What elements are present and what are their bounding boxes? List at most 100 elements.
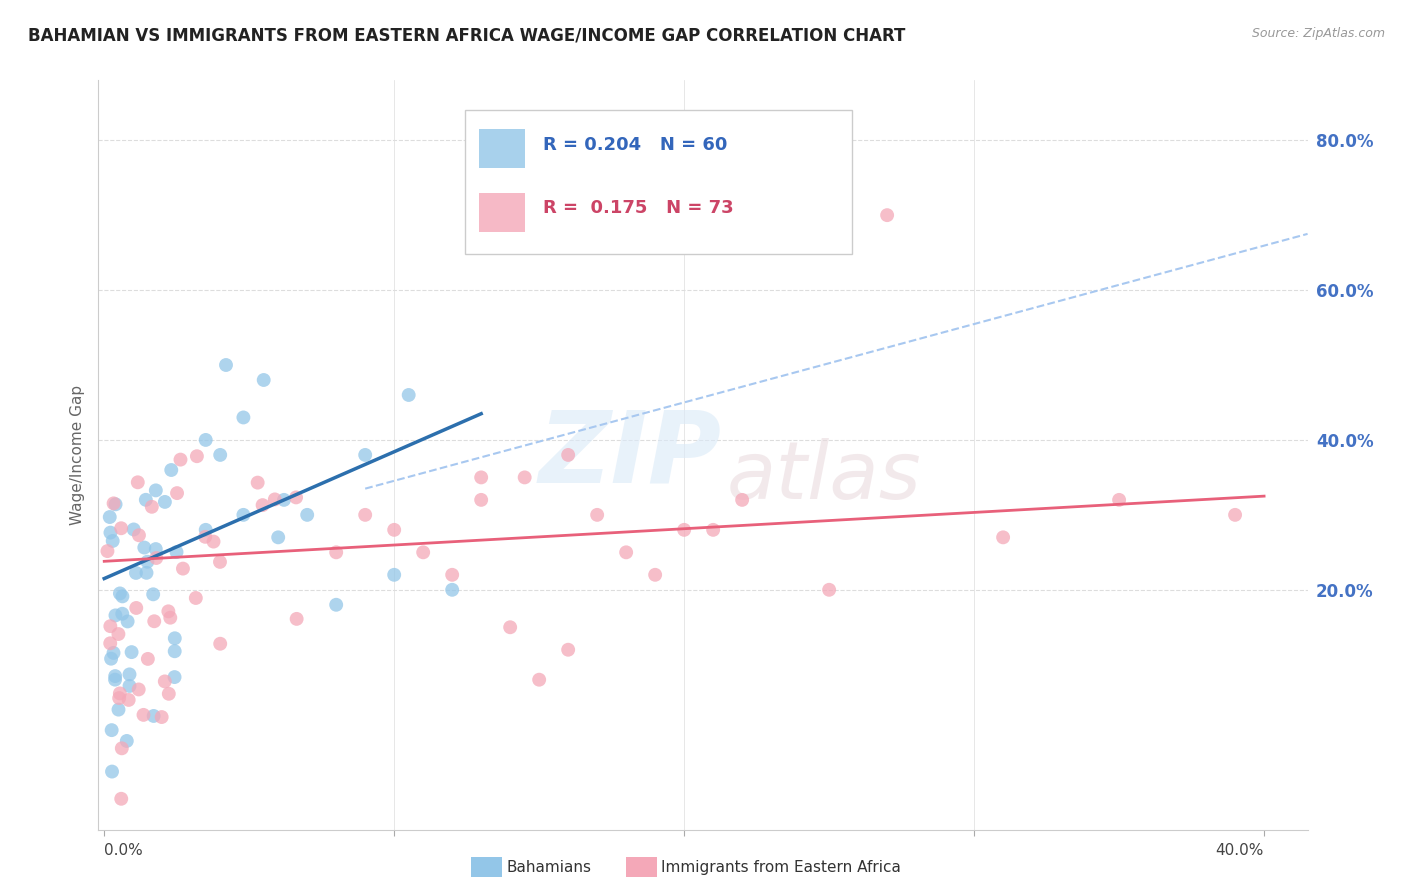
Point — [186, 449, 208, 463]
FancyBboxPatch shape — [465, 111, 852, 254]
Point — [145, 483, 167, 498]
Text: Immigrants from Eastern Africa: Immigrants from Eastern Africa — [661, 860, 901, 874]
Point — [118, 667, 141, 681]
Point — [876, 208, 898, 222]
Y-axis label: Wage/Income Gap: Wage/Income Gap — [69, 384, 84, 525]
Point — [104, 608, 127, 623]
Point — [513, 470, 536, 484]
Point — [586, 508, 609, 522]
Point — [101, 533, 124, 548]
Point — [166, 486, 188, 500]
Point — [104, 669, 127, 683]
Point — [127, 475, 149, 490]
Point — [135, 492, 157, 507]
Point — [441, 582, 464, 597]
Point — [215, 358, 238, 372]
Point — [263, 492, 285, 507]
Point — [644, 567, 666, 582]
Point — [818, 582, 841, 597]
Point — [702, 523, 724, 537]
Point — [354, 508, 377, 522]
Point — [118, 679, 141, 693]
Point — [208, 555, 231, 569]
Point — [184, 591, 207, 605]
Point — [108, 691, 131, 706]
Point — [252, 498, 274, 512]
Point — [107, 703, 129, 717]
Point — [157, 687, 180, 701]
FancyBboxPatch shape — [479, 129, 526, 168]
Point — [108, 686, 131, 700]
Point — [163, 644, 186, 658]
Point — [121, 645, 143, 659]
Point — [253, 373, 276, 387]
Point — [991, 530, 1014, 544]
Point — [153, 674, 176, 689]
Point — [163, 632, 186, 646]
Point — [143, 614, 166, 628]
Point — [125, 601, 148, 615]
Point — [354, 448, 377, 462]
Point — [160, 463, 183, 477]
Point — [100, 651, 122, 665]
Point — [441, 567, 464, 582]
Point — [111, 607, 134, 621]
Point — [110, 521, 132, 535]
Point — [412, 545, 434, 559]
Point — [470, 492, 492, 507]
Point — [382, 567, 405, 582]
Point — [115, 734, 138, 748]
Point — [110, 791, 132, 805]
Point — [172, 561, 194, 575]
Point — [153, 495, 176, 509]
Point — [136, 652, 159, 666]
Point — [159, 610, 181, 624]
Point — [1223, 508, 1246, 522]
Point — [98, 636, 121, 650]
Point — [145, 551, 167, 566]
Point — [104, 497, 127, 511]
Text: Bahamians: Bahamians — [506, 860, 591, 874]
Point — [202, 534, 225, 549]
Point — [122, 523, 145, 537]
Point — [209, 448, 232, 462]
Point — [128, 682, 150, 697]
Point — [194, 433, 217, 447]
Point — [108, 586, 131, 600]
Point — [232, 410, 254, 425]
Point — [117, 615, 139, 629]
Point — [499, 620, 522, 634]
Point — [132, 707, 155, 722]
Point — [135, 566, 157, 580]
Point — [731, 492, 754, 507]
Point — [527, 673, 550, 687]
FancyBboxPatch shape — [479, 193, 526, 232]
Point — [285, 612, 308, 626]
Point — [103, 646, 125, 660]
Text: 0.0%: 0.0% — [104, 843, 143, 858]
Point — [134, 541, 156, 555]
Point — [325, 545, 347, 559]
Point — [673, 523, 696, 537]
Point — [150, 710, 173, 724]
Point — [232, 508, 254, 522]
Point — [136, 555, 159, 569]
Point — [194, 523, 217, 537]
Point — [169, 452, 191, 467]
Text: 40.0%: 40.0% — [1216, 843, 1264, 858]
Point — [103, 496, 125, 510]
Point — [470, 470, 492, 484]
Point — [267, 530, 290, 544]
Point — [157, 604, 180, 618]
Point — [194, 530, 217, 544]
Text: R =  0.175   N = 73: R = 0.175 N = 73 — [543, 200, 734, 218]
Point — [557, 448, 579, 462]
Point — [285, 491, 308, 505]
Text: ZIP: ZIP — [538, 407, 721, 503]
Point — [614, 545, 637, 559]
Point — [295, 508, 318, 522]
Text: R = 0.204   N = 60: R = 0.204 N = 60 — [543, 136, 728, 153]
Point — [141, 500, 163, 514]
Point — [118, 693, 141, 707]
Point — [557, 642, 579, 657]
